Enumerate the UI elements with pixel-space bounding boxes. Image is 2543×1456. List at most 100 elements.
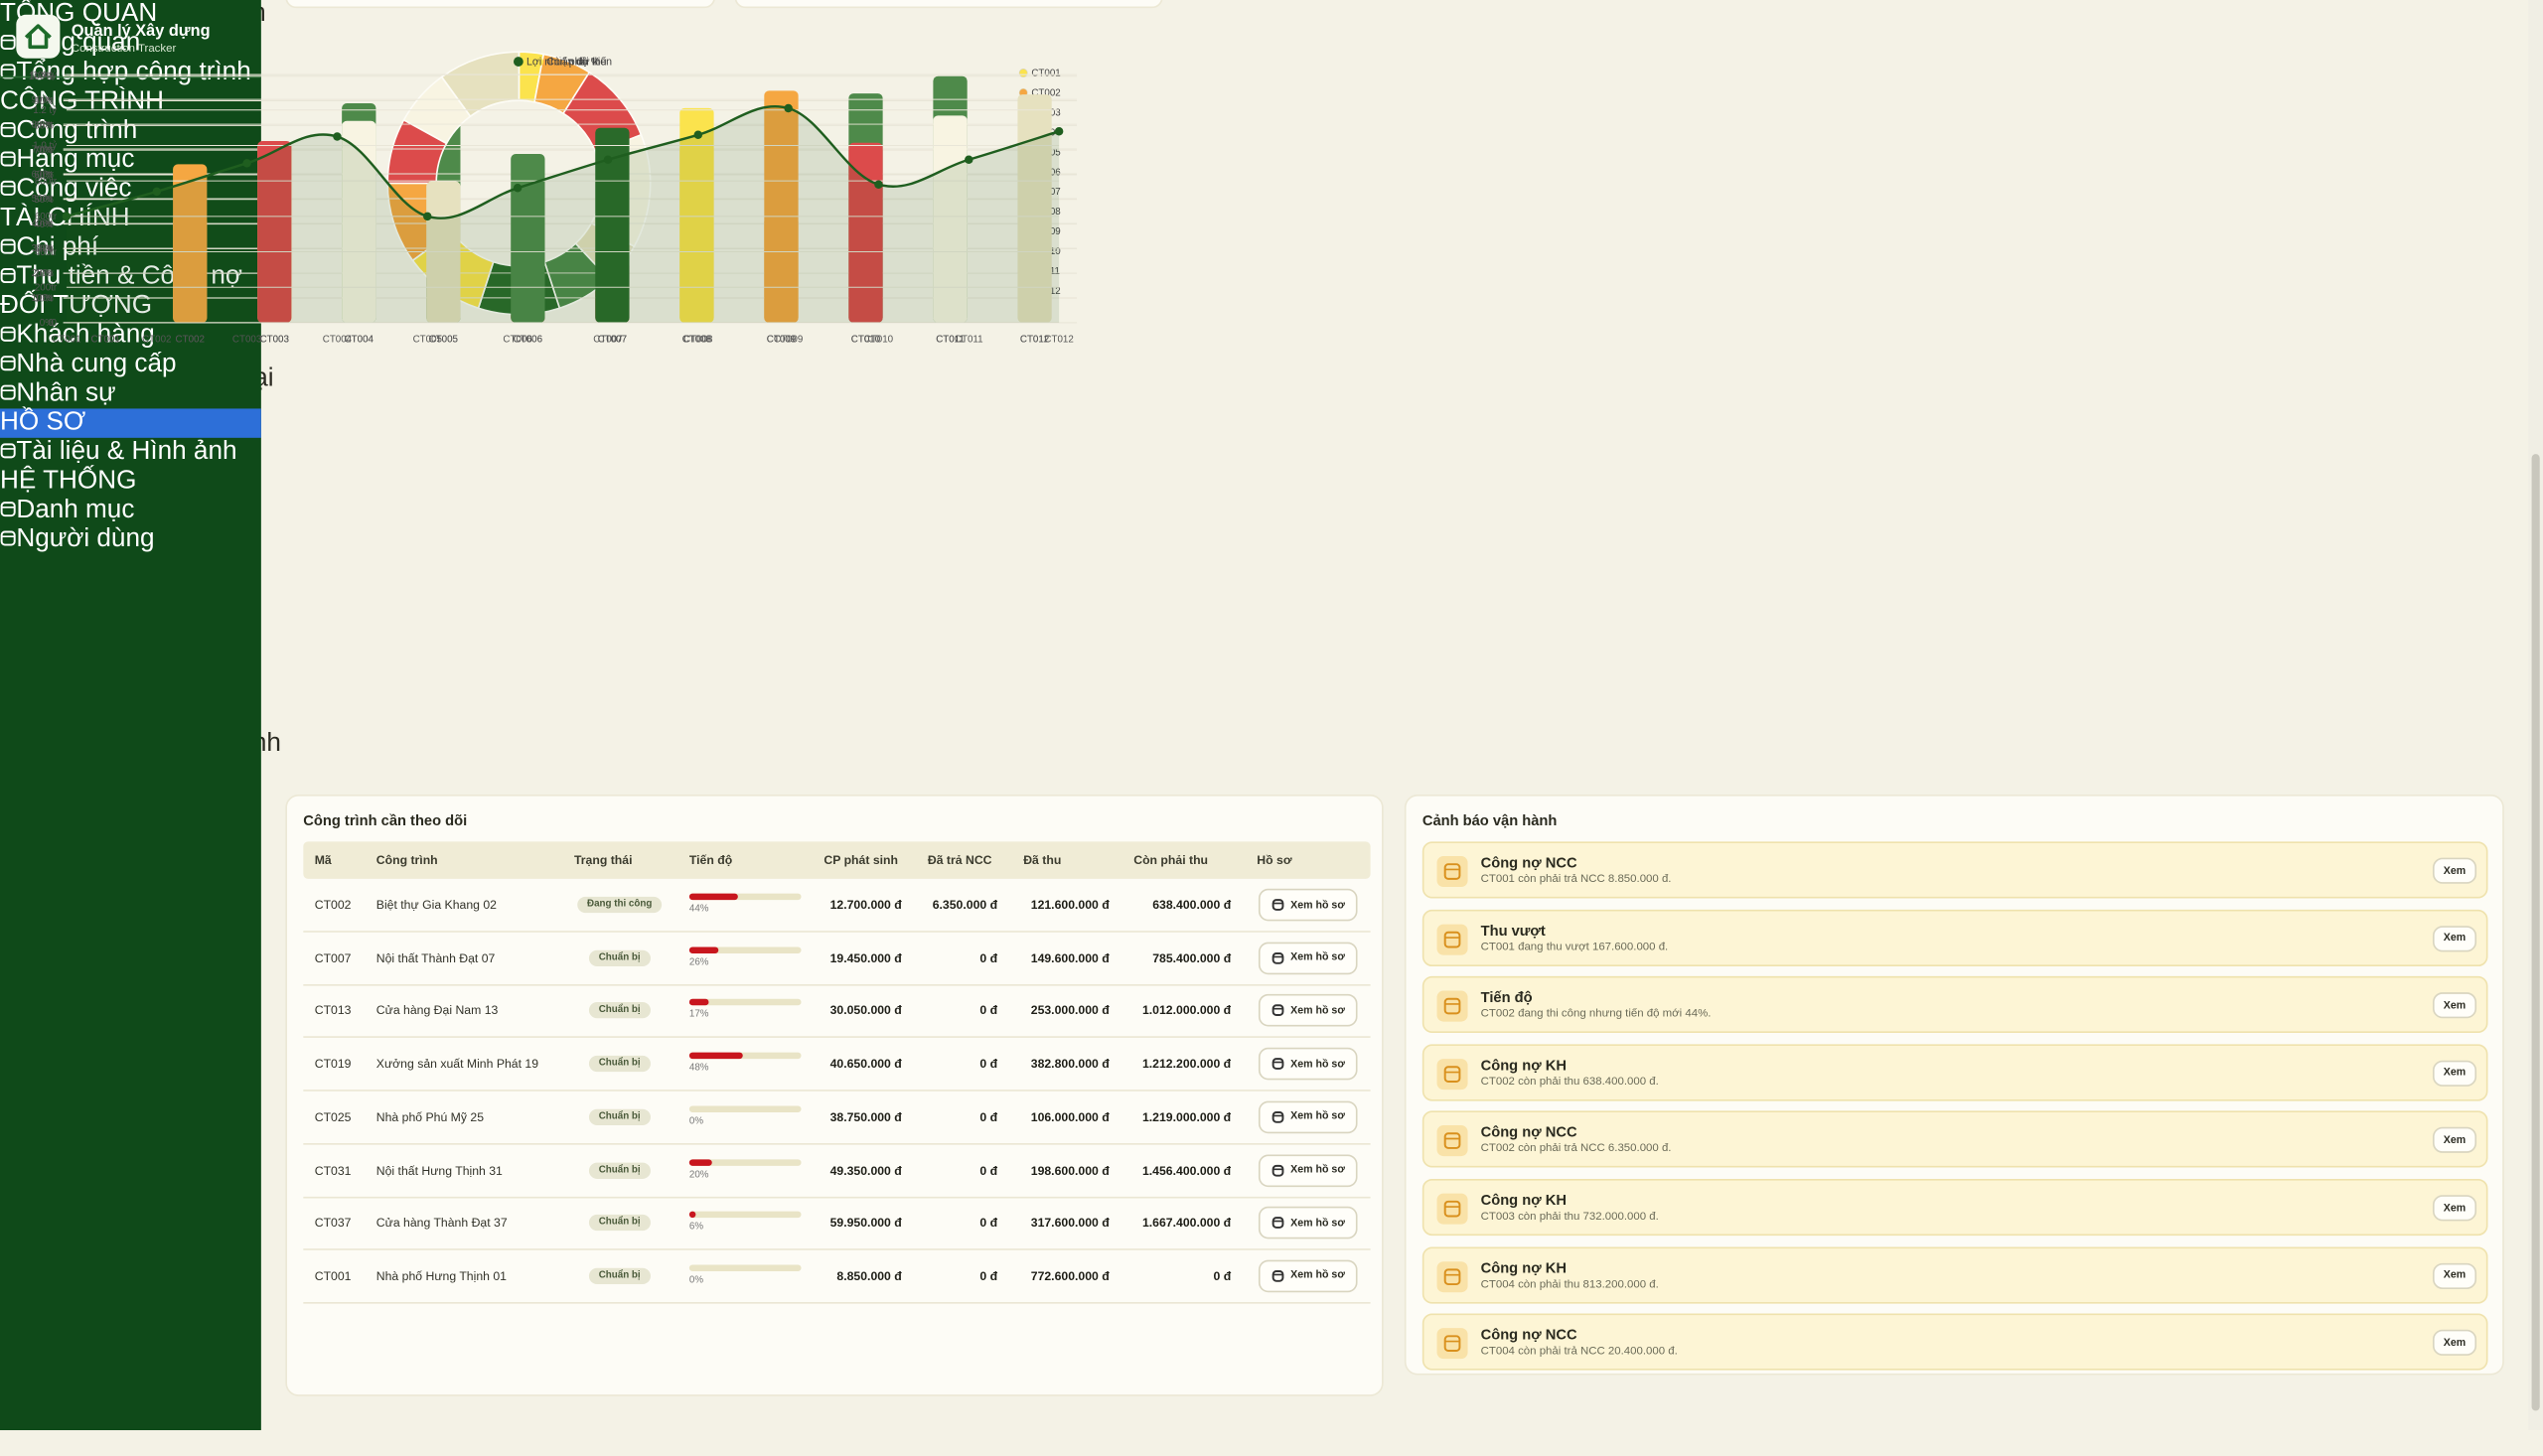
nav-item[interactable]: Khách hàng [0, 321, 261, 350]
icon-shape [0, 443, 16, 459]
column-header: Tiến độ [688, 852, 733, 868]
status-badge: Chuẩn bị [588, 1161, 651, 1179]
cell-code: CT002 [314, 897, 352, 913]
progress-bar [688, 999, 709, 1006]
nav-item[interactable]: Nhân sự [0, 379, 261, 408]
x-tick-label: CT010 [851, 334, 881, 345]
x-tick-label: CT012 [1044, 334, 1073, 345]
icon [0, 180, 16, 196]
icon-shape [0, 122, 16, 138]
x-tick-label: CT003 [260, 334, 290, 345]
cell-code: CT007 [314, 950, 352, 965]
nav-item[interactable]: Tài liệu & Hình ảnh [0, 438, 261, 467]
nav-item[interactable]: Chi phí [0, 233, 261, 262]
nav-item[interactable]: Người dùng [0, 525, 261, 554]
nav-item[interactable]: Công việc [0, 175, 261, 204]
table-title: Công trình cần theo dõi [303, 811, 468, 829]
icon [1443, 863, 1461, 880]
cell-amount: 1.667.400.000 đ [1141, 1215, 1232, 1231]
nav-label: Công việc [16, 175, 132, 204]
row-separator [303, 931, 1371, 933]
alert-item: Công nợ KH CT003 còn phải thu 732.000.000… [1421, 1178, 2488, 1237]
x-tick-label: CT004 [345, 334, 374, 345]
alert-button[interactable]: Xem [2432, 1330, 2477, 1357]
brand-logo [16, 14, 61, 59]
cell-amount: 0 đ [1213, 1268, 1232, 1284]
alert-item: Công nợ NCC CT001 còn phải trả NCC 8.850.… [1421, 841, 2488, 899]
alert-button[interactable]: Xem [2432, 1262, 2477, 1289]
x-tick-label: CT011 [936, 334, 965, 345]
bar [511, 154, 545, 323]
nav-item[interactable]: Công trình [0, 117, 261, 146]
view-button[interactable]: Xem hồ sơ [1258, 888, 1358, 922]
alert-button[interactable]: Xem [2432, 1127, 2477, 1154]
nav-label: Chi phí [16, 233, 99, 261]
icon [0, 268, 16, 284]
icon [0, 530, 16, 546]
view-button[interactable]: Xem hồ sơ [1258, 994, 1358, 1028]
nav-item[interactable]: Nhà cung cấp [0, 351, 261, 379]
view-button[interactable]: Xem hồ sơ [1258, 1259, 1358, 1293]
alert-button[interactable]: Xem [2432, 1060, 2477, 1087]
icon [0, 151, 16, 167]
x-tick-label: CT002 [142, 334, 171, 345]
alert-button[interactable]: Xem [2432, 857, 2477, 884]
point [693, 130, 703, 140]
status-badge: Chuẩn bị [588, 1267, 651, 1284]
cell-code: CT019 [314, 1056, 352, 1072]
icon [1443, 998, 1461, 1015]
alert-button[interactable]: Xem [2432, 1195, 2477, 1222]
x-tick-label: CT011 [955, 334, 983, 345]
point [242, 159, 251, 168]
icon-shape [1272, 1269, 1283, 1282]
alert-button[interactable]: Xem [2432, 992, 2477, 1019]
view-button[interactable]: Xem hồ sơ [1258, 1047, 1358, 1081]
alert-title: Công nợ KH [1480, 1192, 1567, 1209]
cell-code: CT031 [314, 1162, 352, 1178]
x-tick-label: CT001 [91, 334, 120, 345]
x-tick-label: CT005 [413, 334, 443, 345]
icon [1272, 899, 1283, 911]
alerts-card: Cảnh báo vận hành Công nợ NCC CT001 còn ph… [1404, 795, 2504, 1376]
icon-shape [1272, 1217, 1283, 1230]
nav-item[interactable]: Danh mục [0, 497, 261, 525]
cell-amount: 1.456.400.000 đ [1141, 1162, 1232, 1178]
icon [1272, 1110, 1283, 1123]
x-tick-label: CT001 [91, 334, 120, 345]
column-header: Công trình [375, 852, 438, 868]
nav-item[interactable]: Tổng hợp công trình [0, 59, 261, 87]
icon-shape [1443, 1267, 1461, 1285]
alert-button[interactable]: Xem [2432, 925, 2477, 951]
legend-label: CT001 [1031, 69, 1060, 79]
icon [0, 356, 16, 371]
row-separator [303, 1036, 1371, 1039]
column-header: Còn phải thu [1133, 852, 1209, 868]
y-tick-label: 800tr [35, 176, 58, 187]
button-label: Xem hồ sơ [1290, 951, 1345, 964]
point [513, 184, 523, 193]
scrollbar-thumb[interactable] [2531, 454, 2540, 1411]
nav-heading: HỆ THỐNG [0, 467, 137, 495]
bar [595, 127, 630, 323]
point [152, 187, 162, 197]
x-tick-label: CT007 [598, 334, 627, 345]
icon [0, 34, 16, 50]
icon-shape [0, 34, 16, 50]
y-tick-label: 900tr [32, 94, 55, 105]
y-tick-label: 200tr [35, 282, 58, 293]
view-button[interactable]: Xem hồ sơ [1258, 942, 1358, 974]
alert-text: CT003 còn phải thu 732.000.000 đ. [1480, 1211, 1659, 1224]
row-separator [303, 1090, 1371, 1092]
column-header: Hồ sơ [1257, 852, 1292, 868]
view-button[interactable]: Xem hồ sơ [1258, 1153, 1358, 1187]
cell-name: Cửa hàng Đại Nam 13 [375, 1003, 499, 1019]
icon-shape [0, 64, 16, 79]
view-button[interactable]: Xem hồ sơ [1258, 1207, 1358, 1239]
alert-title: Thu vượt [1480, 922, 1546, 939]
cell-amount: 8.850.000 đ [836, 1268, 902, 1284]
view-button[interactable]: Xem hồ sơ [1258, 1100, 1358, 1133]
cell-amount: 317.600.000 đ [1030, 1215, 1110, 1231]
